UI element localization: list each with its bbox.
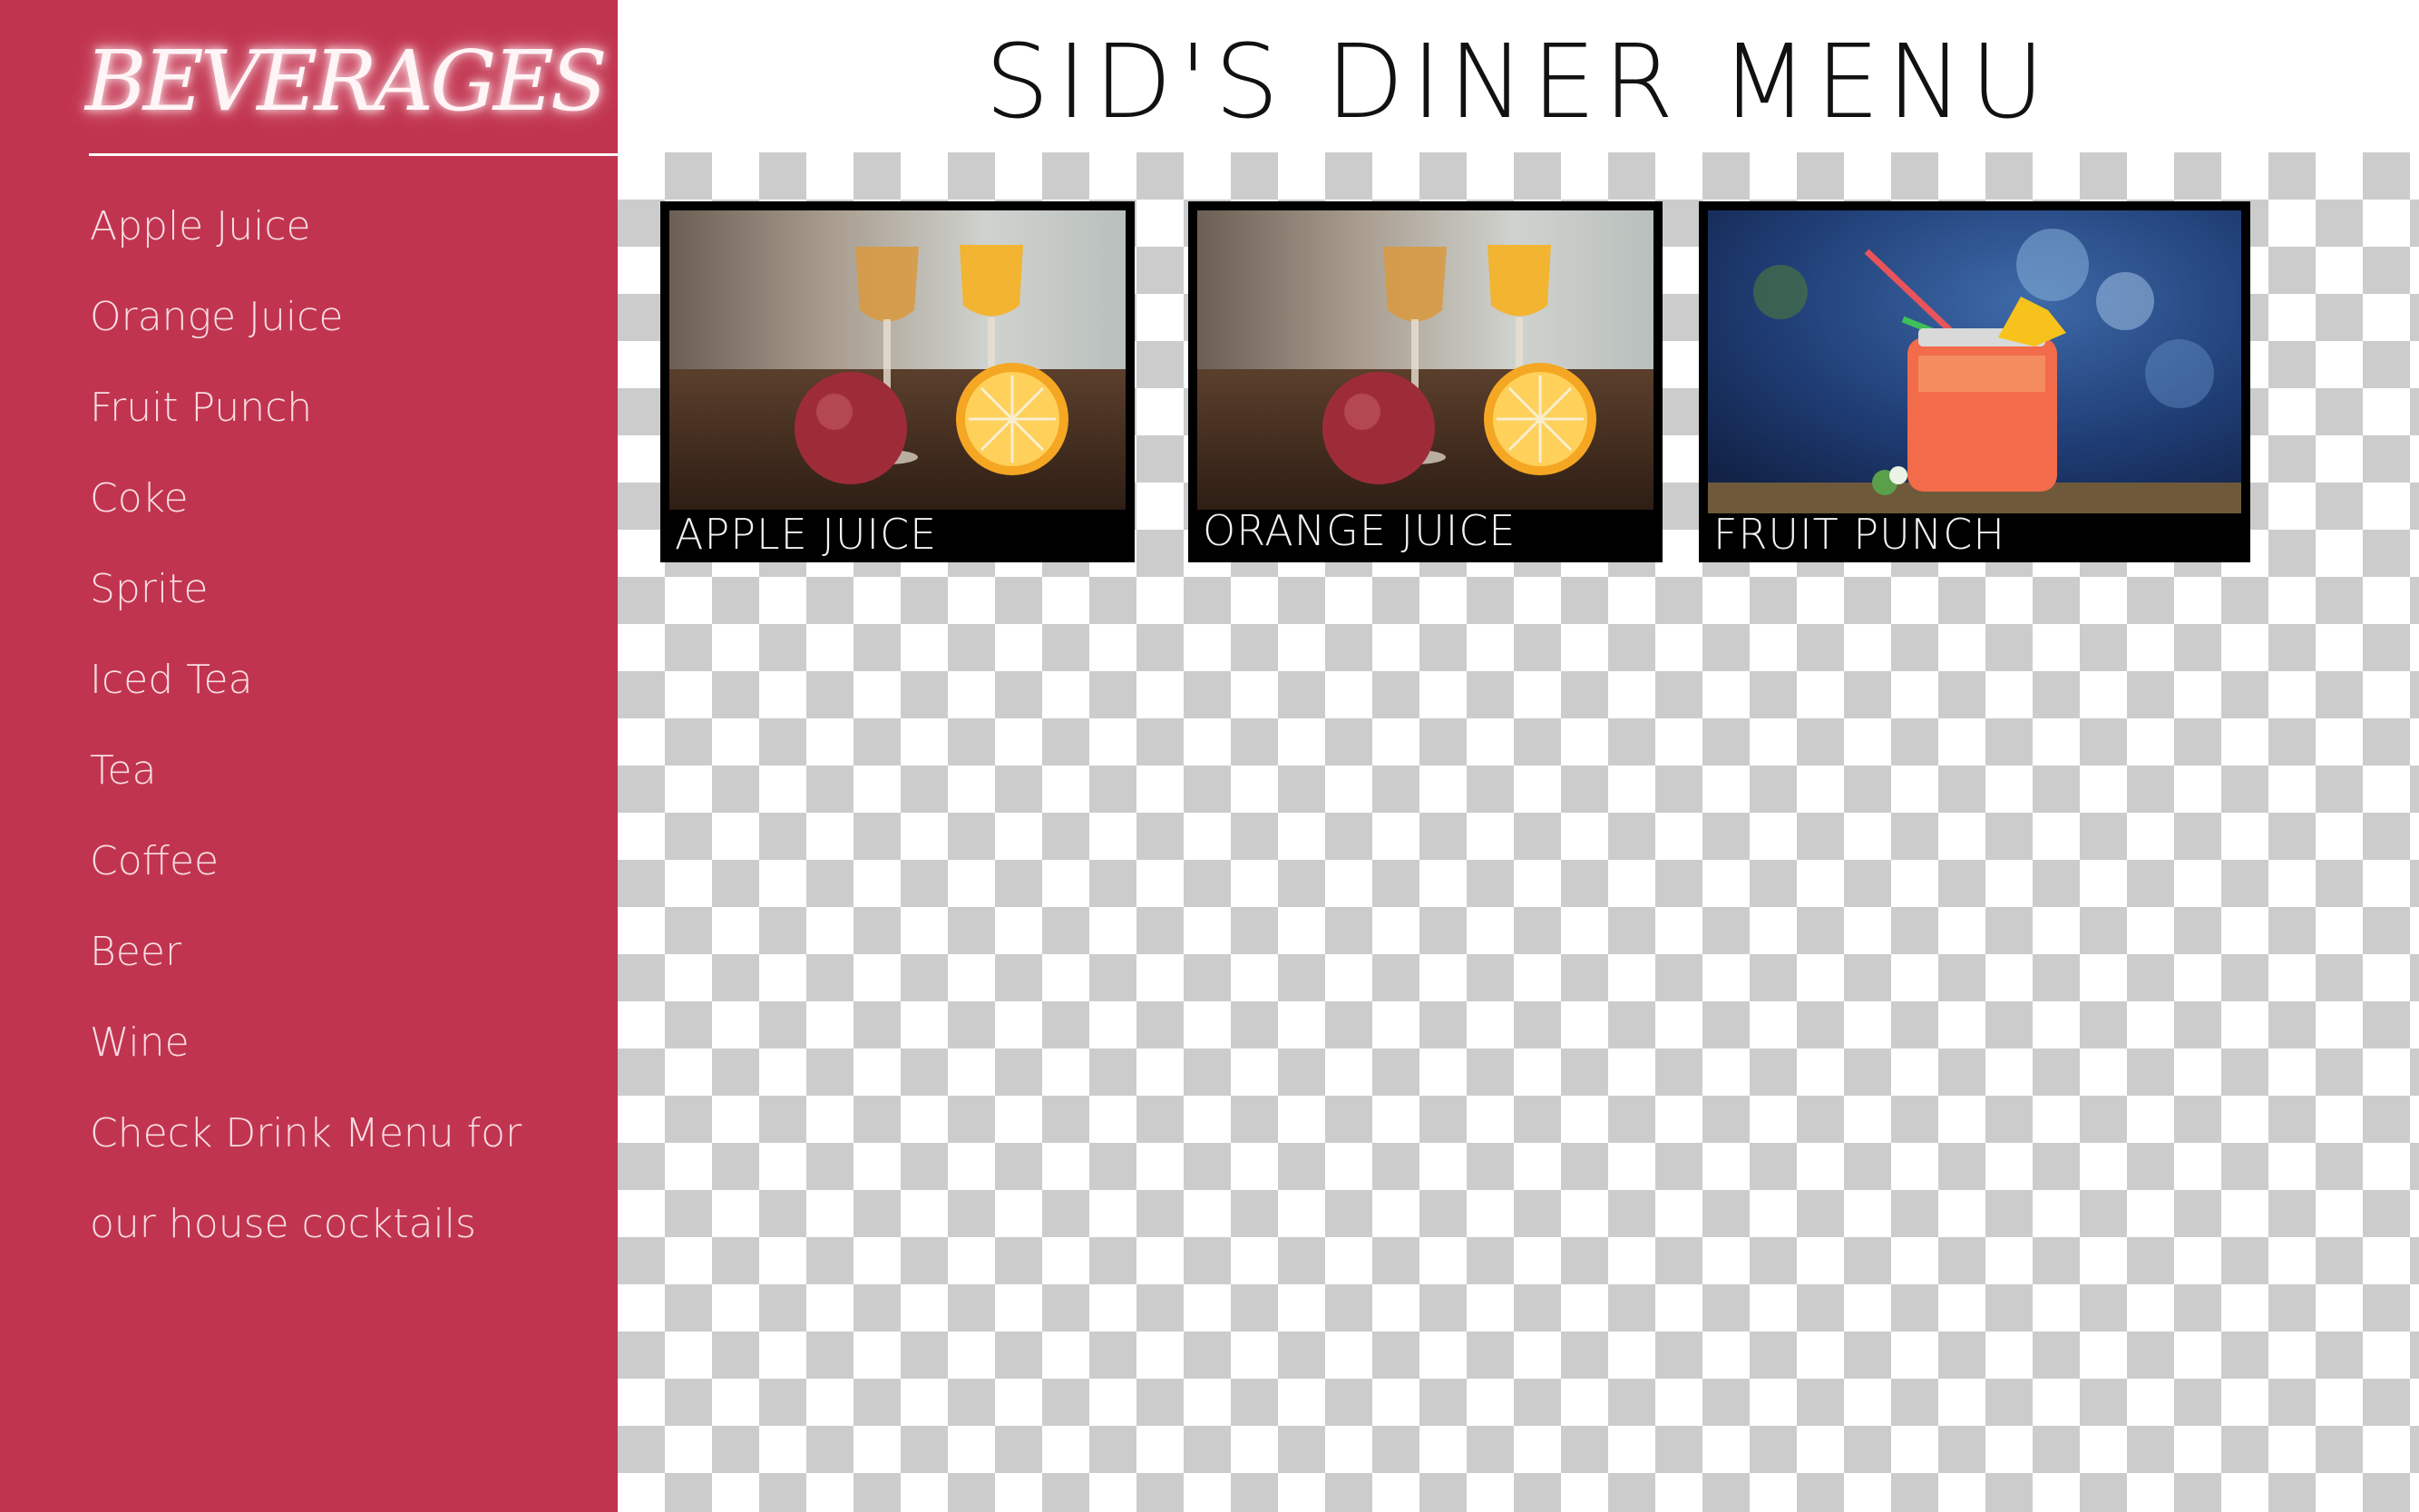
sidebar-item-fruit-punch[interactable]: Fruit Punch xyxy=(90,385,313,431)
sidebar-item-tea[interactable]: Tea xyxy=(90,747,157,794)
card-caption: APPLE JUICE xyxy=(675,510,938,559)
sidebar-item-house-cocktails[interactable]: Check Drink Menu for our house cocktails xyxy=(90,1110,522,1247)
card-caption: FRUIT PUNCH xyxy=(1713,513,2005,555)
card-caption: ORANGE JUICE xyxy=(1203,506,1517,555)
apple-and-orange-juice-photo xyxy=(669,210,1126,510)
apple-and-orange-juice-photo xyxy=(1197,210,1653,510)
fruit-punch-mason-jar-photo xyxy=(1708,210,2241,513)
sidebar-menu: Apple Juice Orange Juice Fruit Punch Cok… xyxy=(90,181,598,1270)
card-orange-juice[interactable]: ORANGE JUICE xyxy=(1188,201,1663,562)
sidebar-item-beer[interactable]: Beer xyxy=(90,929,182,975)
sidebar: BEVERAGES Apple Juice Orange Juice Fruit… xyxy=(0,0,618,1512)
page-title: SID'S DINER MENU xyxy=(984,24,2053,141)
card-grid: APPLE JUICE xyxy=(618,152,2419,1512)
sidebar-item-apple-juice[interactable]: Apple Juice xyxy=(90,203,311,249)
sidebar-item-coffee[interactable]: Coffee xyxy=(90,838,219,884)
sidebar-item-coke[interactable]: Coke xyxy=(90,475,189,522)
sidebar-item-iced-tea[interactable]: Iced Tea xyxy=(90,657,253,703)
card-apple-juice[interactable]: APPLE JUICE xyxy=(660,201,1135,562)
header: SID'S DINER MENU xyxy=(618,0,2419,152)
main-content: SID'S DINER MENU xyxy=(618,0,2419,1512)
sidebar-title: BEVERAGES xyxy=(85,33,608,130)
card-fruit-punch[interactable]: FRUIT PUNCH xyxy=(1699,201,2250,562)
sidebar-item-orange-juice[interactable]: Orange Juice xyxy=(90,294,344,340)
sidebar-divider xyxy=(89,153,618,156)
sidebar-item-wine[interactable]: Wine xyxy=(90,1019,190,1066)
sidebar-item-sprite[interactable]: Sprite xyxy=(90,566,209,612)
